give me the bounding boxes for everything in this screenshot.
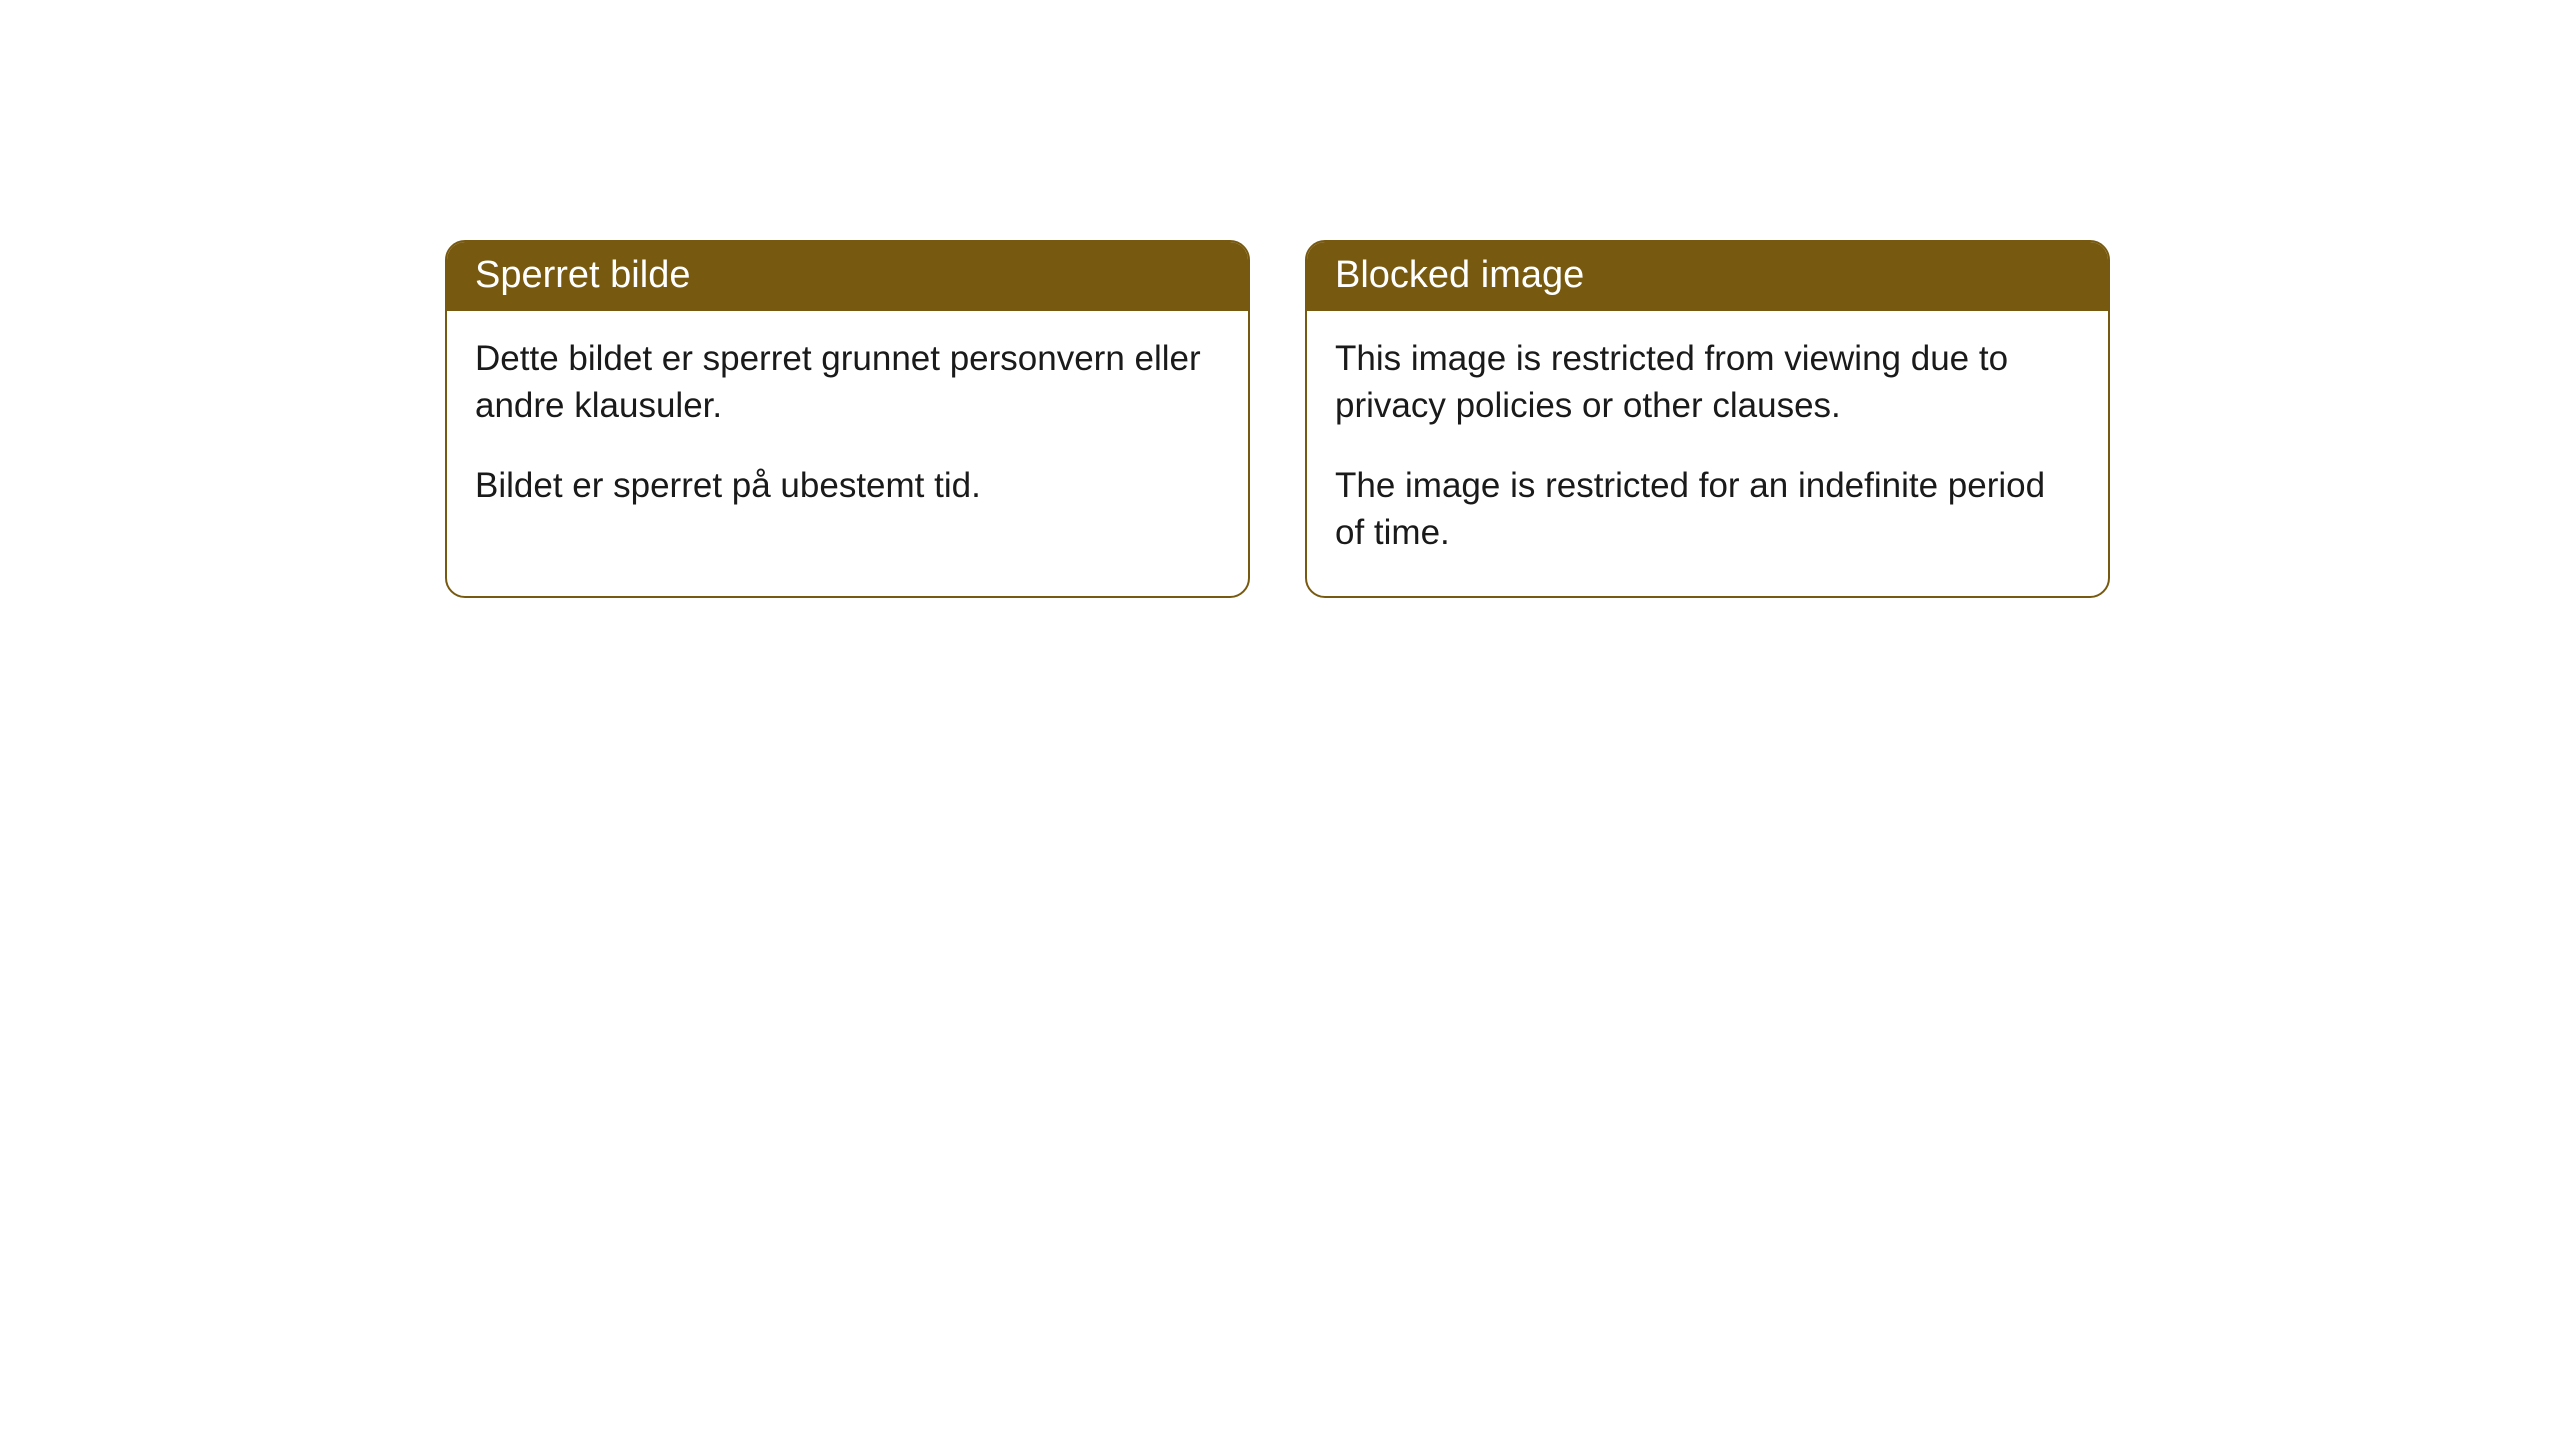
notice-cards-container: Sperret bilde Dette bildet er sperret gr…	[0, 0, 2560, 598]
card-paragraph: This image is restricted from viewing du…	[1335, 335, 2080, 430]
card-paragraph: Dette bildet er sperret grunnet personve…	[475, 335, 1220, 430]
card-paragraph: The image is restricted for an indefinit…	[1335, 462, 2080, 557]
card-header: Blocked image	[1307, 242, 2108, 311]
card-body: This image is restricted from viewing du…	[1307, 311, 2108, 596]
blocked-image-card-no: Sperret bilde Dette bildet er sperret gr…	[445, 240, 1250, 598]
card-paragraph: Bildet er sperret på ubestemt tid.	[475, 462, 1220, 509]
card-header: Sperret bilde	[447, 242, 1248, 311]
blocked-image-card-en: Blocked image This image is restricted f…	[1305, 240, 2110, 598]
card-title: Sperret bilde	[475, 254, 690, 296]
card-title: Blocked image	[1335, 254, 1584, 296]
card-body: Dette bildet er sperret grunnet personve…	[447, 311, 1248, 549]
